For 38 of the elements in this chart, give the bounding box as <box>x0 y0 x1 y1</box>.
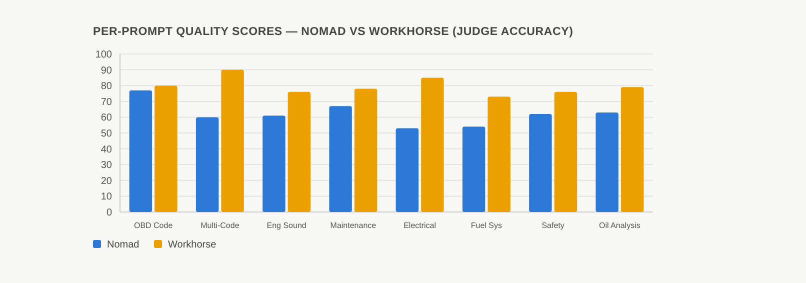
x-tick-label: OBD Code <box>134 221 174 230</box>
bar <box>421 78 444 212</box>
x-tick-label: Eng Sound <box>266 221 306 230</box>
x-tick-label: Fuel Sys <box>470 221 502 230</box>
y-tick-label: 90 <box>100 65 112 76</box>
y-tick-label: 100 <box>95 50 112 60</box>
y-tick-label: 60 <box>100 112 112 124</box>
x-tick-label: Multi-Code <box>200 221 240 230</box>
y-tick-label: 50 <box>100 128 112 140</box>
y-tick-label: 0 <box>106 208 112 218</box>
bar <box>354 88 378 212</box>
y-tick-label: 40 <box>100 144 112 156</box>
y-tick-label: 10 <box>100 192 112 203</box>
bar <box>288 92 311 212</box>
bar <box>396 128 419 212</box>
y-tick-label: 70 <box>100 96 112 108</box>
bar <box>129 90 152 212</box>
x-tick-label: Maintenance <box>330 221 377 230</box>
bar <box>488 96 510 212</box>
bar <box>554 92 578 212</box>
bar <box>221 70 244 212</box>
legend-label: Nomad <box>107 240 140 250</box>
bar <box>196 117 219 212</box>
y-tick-label: 80 <box>100 81 112 92</box>
bar <box>329 106 352 212</box>
x-tick-label: Safety <box>542 221 564 230</box>
legend-label: Workhorse <box>168 240 217 250</box>
bar <box>262 116 286 212</box>
y-tick-label: 30 <box>100 160 112 172</box>
chart-title: PER-PROMPT QUALITY SCORES — NOMAD VS WORKHORSE (JUDGE ACCURACY) <box>93 26 574 38</box>
x-tick-label: Oil Analysis <box>599 221 640 230</box>
x-tick-label: Electrical <box>404 221 436 230</box>
bar <box>620 87 644 212</box>
bar <box>462 126 486 212</box>
bar <box>596 112 618 212</box>
bar <box>154 86 178 212</box>
y-tick-label: 20 <box>100 176 112 187</box>
bar <box>529 114 552 212</box>
